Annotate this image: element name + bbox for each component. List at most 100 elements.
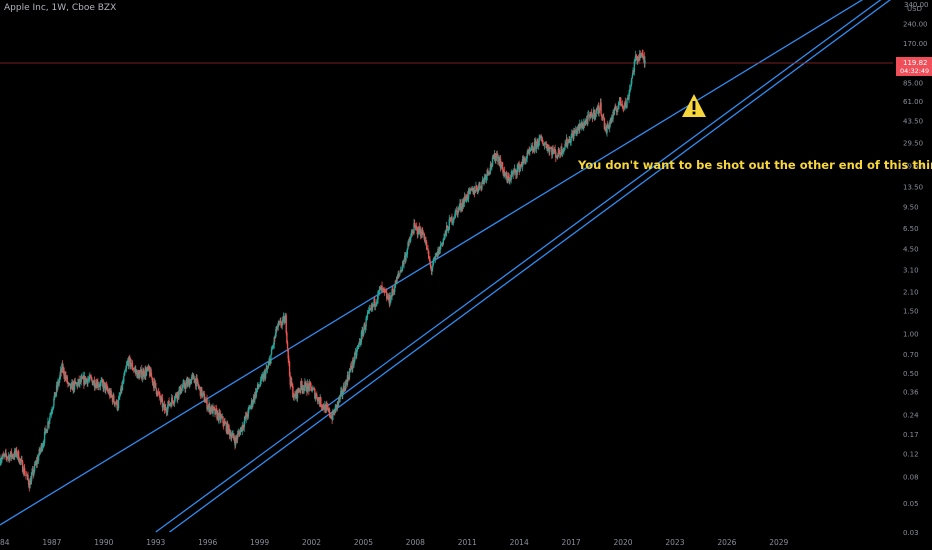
candle-body [481,179,484,183]
candle-body [121,382,124,390]
candle-body [305,382,307,391]
candle-body [70,383,72,389]
candle-body [547,146,549,151]
candle-body [320,397,322,406]
candle-body [100,381,102,383]
price-tick-label: 0.17 [903,431,919,439]
candle-body [466,194,468,199]
candle-body [431,268,433,271]
candle-body [598,107,600,114]
candle-body [421,229,424,235]
candle-body [356,347,359,351]
candle-body [407,242,409,249]
candle-body [9,455,11,461]
candle-body [612,111,614,120]
candle-body [277,322,279,328]
candle-body [642,53,644,59]
candle-body [447,227,449,231]
candle-body [241,425,243,432]
candle-body [172,400,174,403]
candle-body [631,75,634,79]
candle-body [59,370,62,376]
candle-body [287,348,289,359]
candle-body [191,375,194,377]
candle-body [513,170,515,173]
candle-body [326,405,328,407]
candle-body [396,277,399,279]
candle-body [643,56,646,64]
candle-body [87,379,90,381]
candle-body [479,182,481,188]
price-tick-label: 13.50 [903,183,923,191]
candle-body [206,408,209,410]
candle-body [384,291,387,293]
candle-body [101,379,104,383]
candle-body [626,99,628,108]
candle-body [440,244,443,246]
time-tick-label: 1996 [198,538,217,547]
candle-body [540,135,542,140]
candle-body [603,116,605,119]
candle-body [228,429,231,436]
candle-body [297,388,299,392]
candle-body [258,386,260,388]
candle-body [348,371,351,379]
candle-body [234,437,237,446]
candle-body [447,229,450,231]
candle-body [378,289,381,292]
candle-body [129,357,131,359]
candle-body [349,369,351,372]
candle-body [529,150,532,151]
candle-body [485,176,488,180]
candle-body [463,196,466,203]
candle-body [105,385,108,387]
candle-body [200,387,203,397]
candle-body [640,56,642,58]
candle-body [97,381,99,387]
candle-body [417,234,419,235]
candle-body [413,223,416,226]
candle-body [113,395,115,402]
candle-body [165,407,167,411]
candle-body [374,298,376,307]
candle-body [63,367,65,376]
candle-body [585,119,588,121]
candle-body [409,236,412,241]
candle-body [159,392,161,398]
candle-body [258,385,261,387]
candle-body [483,176,486,182]
candle-body [143,371,145,377]
candle-body [397,274,399,278]
candle-body [77,382,79,387]
candle-body [595,109,598,114]
candle-body [439,244,442,250]
candle-body [516,168,518,175]
candle-body [591,112,593,117]
candle-body [539,135,541,138]
candle-body [486,170,488,177]
candle-body [91,380,94,385]
candle-body [265,368,267,372]
candle-body [641,53,644,54]
candle-body [280,321,282,326]
candle-body [255,390,257,397]
candle-body [75,382,77,384]
candle-body [167,405,169,412]
candle-body [92,382,94,385]
candle-body [488,172,490,174]
candle-body [185,383,187,390]
candle-body [392,289,394,293]
candle-body [44,428,46,432]
candle-body [180,392,182,394]
candle-body [179,386,182,394]
candle-body [87,379,89,384]
price-tick-label: 29.50 [903,139,923,147]
candle-body [150,369,152,377]
candle-body [288,358,290,362]
candle-body [52,405,54,409]
candle-body [543,145,545,146]
candle-body [267,365,269,368]
candle-body [531,146,534,151]
candle-body [398,273,401,275]
